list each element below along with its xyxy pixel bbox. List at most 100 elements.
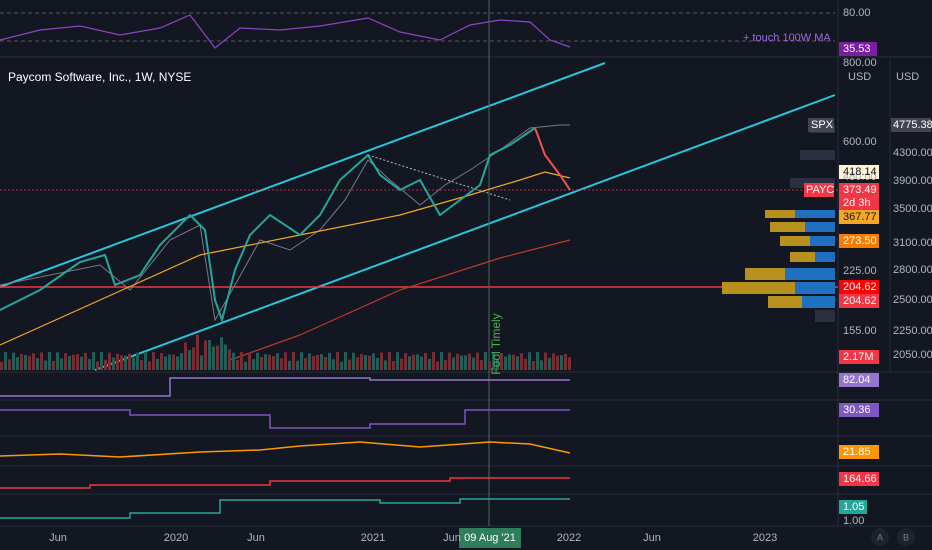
- volume-bar: [380, 352, 383, 370]
- volume-bar: [80, 356, 83, 370]
- volume-bar: [44, 360, 47, 370]
- volume-bar: [404, 353, 407, 370]
- volume-bar: [312, 355, 315, 370]
- volume-bar: [536, 352, 539, 370]
- volume-bar: [340, 361, 343, 370]
- volume-bar: [112, 357, 115, 370]
- volume-bar: [544, 352, 547, 370]
- volume-bar: [552, 353, 555, 370]
- volume-bar: [168, 354, 171, 370]
- volume-bar: [484, 352, 487, 370]
- volume-bar: [260, 356, 263, 370]
- volume-bar: [216, 345, 219, 370]
- volume-bar: [68, 356, 71, 370]
- volume-bar: [8, 359, 11, 370]
- symbol-title: Paycom Software, Inc., 1W, NYSE: [8, 70, 191, 84]
- volume-bar: [228, 349, 231, 370]
- volume-bar: [88, 359, 91, 370]
- volume-bar: [452, 357, 455, 370]
- volume-bar: [244, 361, 247, 370]
- volume-bar: [524, 358, 527, 370]
- volume-bar: [360, 353, 363, 370]
- volume-bar: [564, 353, 567, 370]
- volume-bar: [0, 362, 3, 370]
- price-tick: 480.00: [843, 171, 877, 183]
- volume-bar: [344, 352, 347, 370]
- volume-bar: [172, 354, 175, 370]
- price-tick: 600.00: [843, 136, 877, 148]
- volume-bar: [300, 352, 303, 370]
- volume-bar: [204, 340, 207, 370]
- volume-bar: [248, 352, 251, 370]
- volume-bar: [420, 356, 423, 370]
- volume-bar: [308, 353, 311, 370]
- volume-bar: [500, 352, 503, 370]
- volume-bar: [560, 355, 563, 370]
- volume-bar: [492, 352, 495, 370]
- volume-bar: [188, 349, 191, 370]
- volume-bar: [128, 353, 131, 370]
- volume-bar: [140, 360, 143, 370]
- volume-bar: [548, 357, 551, 370]
- volume-bar: [448, 352, 451, 370]
- volume-bar: [200, 355, 203, 370]
- volume-bar: [84, 352, 87, 370]
- time-label: Jun: [49, 532, 67, 544]
- price-label: 418.14: [843, 166, 877, 178]
- volume-bar: [156, 358, 159, 370]
- volume-bar: [132, 357, 135, 370]
- volume-bar: [540, 360, 543, 370]
- volume-bar: [424, 352, 427, 370]
- spx-tick: 3500.00: [893, 203, 932, 215]
- volume-bar: [144, 352, 147, 370]
- volume-bar: [16, 357, 19, 370]
- volume-bar: [356, 357, 359, 370]
- volume-bar: [556, 355, 559, 370]
- volume-bar: [276, 353, 279, 370]
- price-tick: 155.00: [843, 325, 877, 337]
- price-label: 204.62: [843, 295, 877, 307]
- volume-bar: [76, 354, 79, 370]
- volume-bar: [40, 352, 43, 370]
- volume-bar: [288, 360, 291, 370]
- volume-bar: [368, 355, 371, 370]
- time-label: Jun: [443, 532, 461, 544]
- volume-bar: [336, 352, 339, 370]
- volume-bar: [196, 334, 199, 370]
- rsi-value: 35.53: [843, 43, 871, 55]
- volume-bar: [160, 353, 163, 370]
- volume-bar: [136, 352, 139, 370]
- volume-bar: [464, 355, 467, 370]
- price-label: 2.17M: [843, 351, 874, 363]
- volume-bar: [416, 354, 419, 370]
- volume-bar: [348, 359, 351, 370]
- volume-bar: [412, 354, 415, 370]
- volume-bar: [432, 352, 435, 370]
- volume-bar: [180, 353, 183, 370]
- volume-bar: [388, 352, 391, 370]
- volume-bar: [12, 352, 15, 370]
- volume-bar: [320, 354, 323, 370]
- volume-bar: [256, 352, 259, 370]
- volume-bar: [116, 353, 119, 370]
- volume-bar: [52, 360, 55, 370]
- volume-bar: [444, 359, 447, 370]
- volume-bar: [520, 353, 523, 370]
- time-label: 2023: [753, 532, 777, 544]
- volume-bar: [364, 355, 367, 370]
- labels: Paycom Software, Inc., 1W, NYSE Fool Tim…: [8, 7, 932, 544]
- spx-tick: 4300.00: [893, 147, 932, 159]
- volume-bar: [212, 346, 215, 370]
- volume-bar: [472, 357, 475, 370]
- volume-bar: [64, 353, 67, 370]
- volume-bar: [316, 354, 319, 370]
- price-tick: 800.00: [843, 57, 877, 69]
- rsi-pane: [0, 12, 835, 49]
- volume-bar: [124, 355, 127, 370]
- volume-bar: [396, 352, 399, 370]
- volume-bar: [224, 344, 227, 370]
- volume-bar: [32, 353, 35, 370]
- button: A: [877, 532, 883, 542]
- volume-bar: [372, 353, 375, 370]
- volume-bar: [504, 356, 507, 370]
